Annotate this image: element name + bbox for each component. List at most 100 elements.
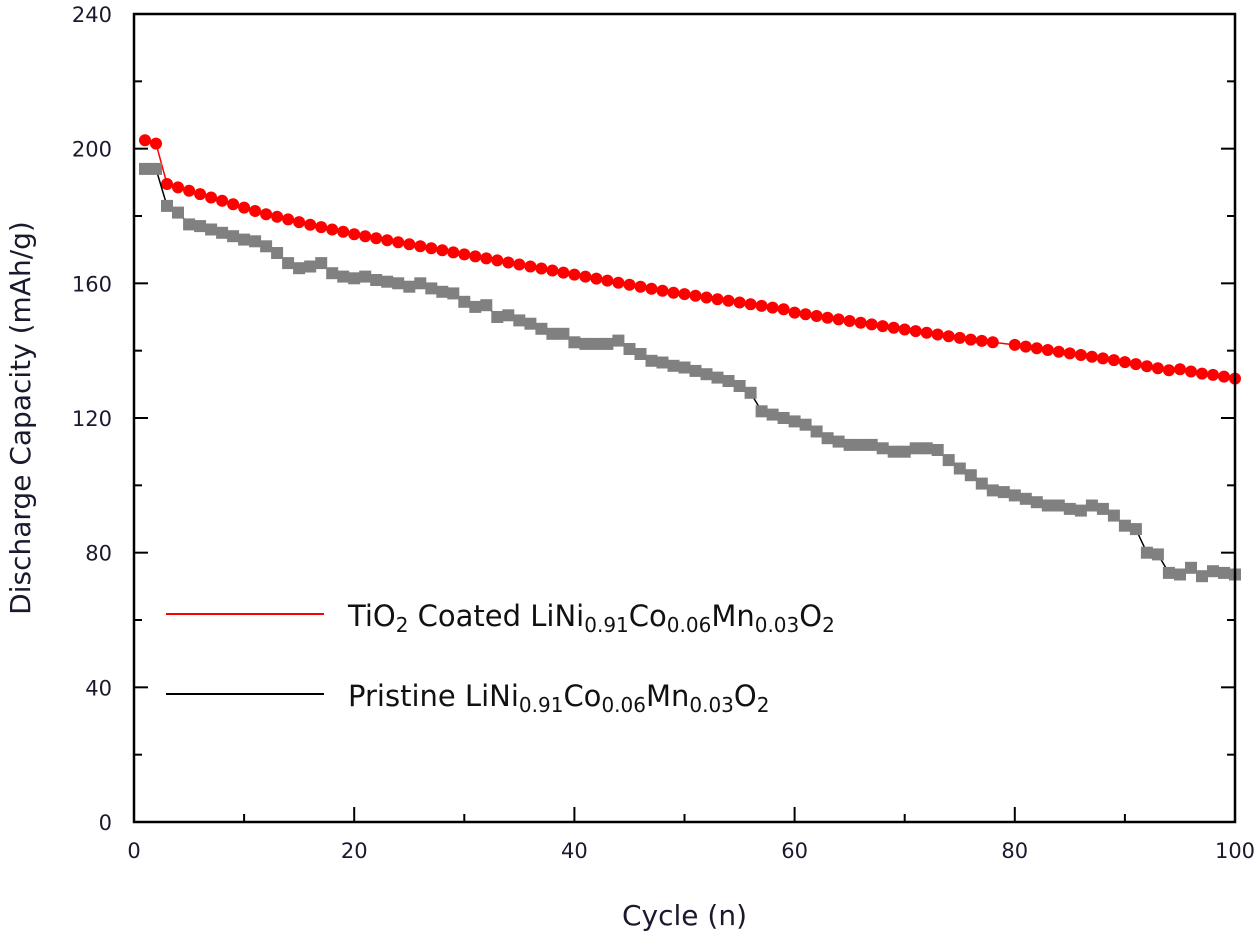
data-point: [810, 425, 823, 438]
data-point: [381, 234, 394, 247]
data-point: [1185, 561, 1197, 574]
data-point: [788, 415, 801, 428]
data-point: [667, 286, 680, 299]
data-point: [964, 469, 977, 482]
data-point: [656, 284, 669, 297]
data-point: [172, 181, 184, 194]
y-tick-label: 80: [85, 542, 112, 566]
data-point: [1096, 502, 1109, 515]
data-point: [1041, 344, 1054, 356]
data-point: [403, 238, 416, 251]
data-point: [1019, 492, 1032, 505]
data-point: [678, 288, 691, 301]
data-point: [931, 444, 944, 456]
data-point: [1107, 354, 1120, 367]
data-point: [821, 432, 834, 445]
data-point: [194, 220, 207, 233]
data-point: [337, 225, 350, 238]
x-tick-label: 80: [1001, 839, 1028, 863]
data-point: [392, 236, 405, 249]
data-point: [832, 435, 845, 448]
data-point: [722, 294, 735, 307]
data-point: [205, 223, 218, 236]
data-point: [942, 330, 955, 343]
y-axis-title: Discharge Capacity (mAh/g): [4, 221, 37, 615]
data-point: [546, 264, 559, 277]
data-point: [370, 274, 383, 286]
data-point: [645, 282, 658, 295]
data-point: [1151, 548, 1164, 561]
data-point: [392, 277, 405, 290]
data-point: [854, 438, 867, 451]
series-layer: [139, 134, 1241, 583]
data-point: [304, 260, 317, 273]
data-point: [315, 257, 328, 270]
data-point: [337, 270, 350, 283]
data-point: [700, 291, 713, 304]
data-point: [788, 306, 801, 319]
data-point: [744, 386, 757, 399]
data-point: [799, 308, 812, 321]
x-tick-label: 40: [561, 839, 588, 863]
data-point: [1118, 519, 1131, 532]
data-point: [634, 280, 647, 293]
data-point: [700, 368, 713, 381]
data-point: [491, 311, 504, 323]
data-point: [733, 296, 746, 309]
data-point: [953, 462, 966, 475]
data-point: [1207, 565, 1219, 578]
data-point: [1196, 367, 1208, 380]
data-point: [931, 328, 944, 341]
data-point: [359, 230, 372, 243]
data-point: [304, 218, 317, 231]
x-axis-title: Cycle (n): [622, 899, 747, 932]
data-point: [1218, 566, 1230, 579]
data-point: [139, 162, 151, 175]
data-point: [755, 299, 768, 312]
legend-label: TiO2 Coated LiNi0.91Co0.06Mn0.03O2: [347, 599, 835, 637]
y-tick-label: 160: [72, 272, 112, 296]
y-tick-label: 200: [72, 138, 112, 162]
data-point: [1063, 347, 1076, 360]
data-point: [139, 134, 151, 147]
data-point: [183, 218, 196, 231]
data-point: [876, 442, 889, 455]
data-point: [777, 412, 790, 424]
data-point: [898, 323, 911, 336]
data-point: [711, 371, 724, 384]
data-point: [1185, 365, 1197, 378]
data-point: [854, 316, 867, 329]
data-point: [271, 210, 284, 223]
data-point: [194, 188, 207, 201]
data-point: [656, 356, 669, 369]
data-point: [205, 191, 218, 204]
data-point: [469, 250, 482, 263]
data-point: [865, 438, 878, 451]
data-point: [535, 322, 548, 335]
data-point: [623, 343, 636, 355]
data-point: [535, 262, 548, 275]
data-point: [744, 298, 757, 311]
y-tick-label: 40: [85, 676, 112, 700]
data-point: [260, 208, 273, 221]
data-point: [601, 337, 614, 350]
data-point: [975, 334, 988, 347]
data-point: [1151, 362, 1164, 375]
axes: 0 40 80 120 160 200 240 0 20 40 60 80 100: [72, 3, 1255, 863]
data-point: [293, 216, 306, 229]
data-point: [249, 205, 262, 217]
data-point: [1085, 350, 1098, 363]
data-point: [1218, 370, 1230, 383]
data-point: [381, 275, 394, 288]
data-point: [964, 333, 977, 346]
data-point: [1052, 499, 1065, 512]
data-point: [1118, 356, 1131, 369]
data-point: [766, 408, 779, 421]
data-point: [436, 244, 449, 257]
data-point: [667, 359, 680, 372]
data-point: [579, 270, 592, 283]
data-point: [348, 228, 361, 241]
data-point: [1107, 509, 1120, 522]
series-pristine: [139, 162, 1241, 583]
data-point: [1008, 338, 1021, 351]
